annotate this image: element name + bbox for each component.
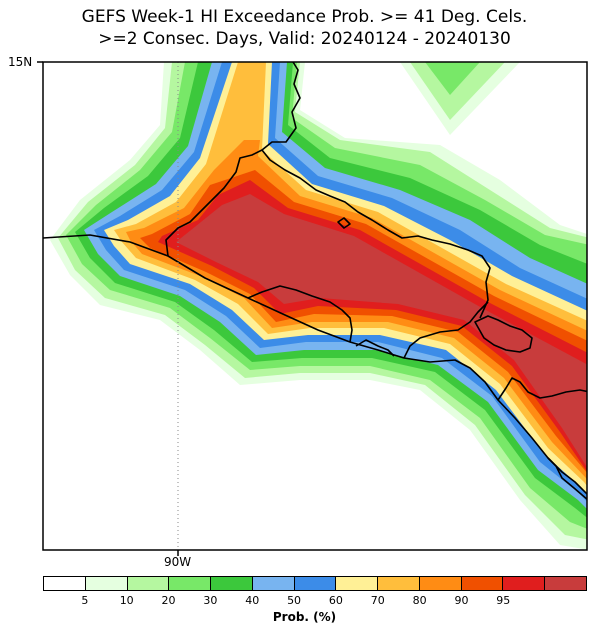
legend-swatch <box>378 577 420 590</box>
legend-swatch <box>419 577 462 590</box>
lat-tick-label: 15N <box>8 55 33 69</box>
legend-label: 60 <box>328 594 343 607</box>
legend-title: Prob. (%) <box>272 610 337 624</box>
legend-swatch <box>294 577 337 590</box>
lake-nicaragua <box>474 315 533 353</box>
map-subtitle: >=2 Consec. Days, Valid: 20240124 - 2024… <box>98 29 511 49</box>
honduras-nicaragua-border <box>403 301 489 359</box>
legend-label: 5 <box>81 594 89 607</box>
probability-shading <box>50 62 587 550</box>
legend-swatch <box>545 577 586 590</box>
legend-swatch <box>211 577 253 590</box>
el-salvador-border <box>247 285 353 343</box>
map-frame <box>42 61 588 551</box>
legend-swatch <box>127 577 170 590</box>
legend-colorbar <box>43 576 587 591</box>
legend-swatch <box>169 577 212 590</box>
legend-label: 80 <box>412 594 427 607</box>
costa-rica-border <box>497 377 587 401</box>
lake-izabal <box>337 217 351 229</box>
legend-label: 20 <box>161 594 176 607</box>
legend-label: 70 <box>370 594 385 607</box>
gulf-fonseca <box>355 339 395 357</box>
legend-label: 10 <box>119 594 134 607</box>
prob-band-20 <box>425 62 480 95</box>
legend-swatch <box>336 577 379 590</box>
prob-band-max <box>176 194 587 468</box>
prob-band-10 <box>410 62 505 120</box>
caribbean-coast <box>261 149 491 319</box>
legend-label: 95 <box>496 594 511 607</box>
legend-label: 30 <box>203 594 218 607</box>
lon-tick-label: 90W <box>164 555 192 569</box>
legend-swatch <box>461 577 504 590</box>
coastlines <box>43 62 587 501</box>
legend-swatch <box>44 577 86 590</box>
map-title: GEFS Week-1 HI Exceedance Prob. >= 41 De… <box>81 7 528 27</box>
legend-swatch <box>252 577 295 590</box>
legend-label: 90 <box>454 594 469 607</box>
legend-swatch <box>85 577 128 590</box>
guatemala-border <box>165 62 301 257</box>
legend-swatch <box>503 577 546 590</box>
pacific-coastline <box>43 234 587 496</box>
panama-coast <box>547 457 587 501</box>
legend-label: 50 <box>287 594 302 607</box>
legend-label: 40 <box>245 594 260 607</box>
